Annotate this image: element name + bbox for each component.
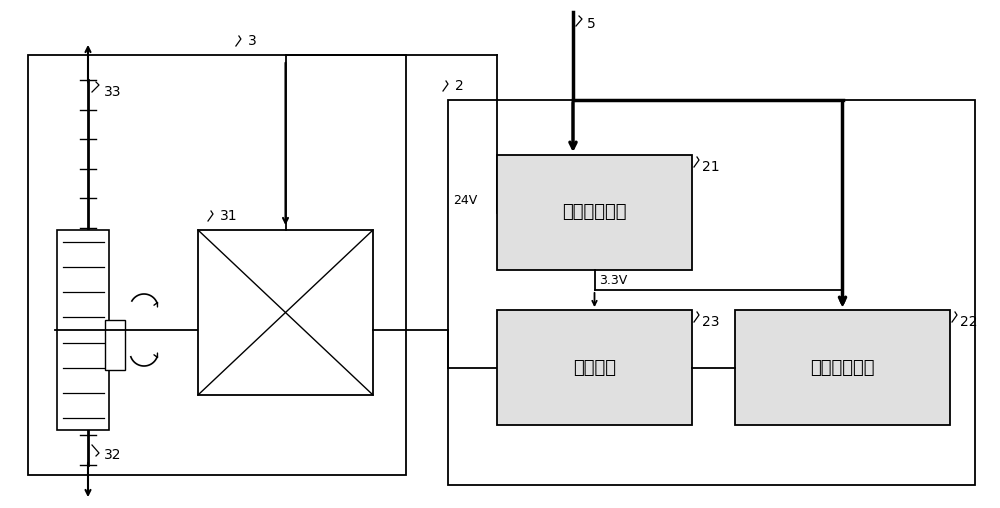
Bar [735,310,950,425]
Text: 3.3V: 3.3V [600,274,628,287]
Text: 31: 31 [220,209,238,223]
Bar [497,310,692,425]
Text: 22: 22 [960,315,978,329]
Text: 5: 5 [587,17,596,31]
Bar [497,155,692,270]
Bar [105,320,125,370]
Bar [57,230,109,430]
Text: 23: 23 [702,315,720,329]
Text: 32: 32 [104,448,122,462]
Text: 33: 33 [104,85,122,99]
Bar [28,55,406,475]
Text: 电源适配模块: 电源适配模块 [562,204,627,221]
Text: 21: 21 [702,160,720,174]
Text: 3: 3 [248,34,257,48]
Text: 2: 2 [455,79,464,93]
Text: 微控制器: 微控制器 [573,359,616,376]
Text: 电压采样模块: 电压采样模块 [810,359,875,376]
Text: 24V: 24V [453,195,477,207]
Bar [198,230,373,395]
Bar [448,100,975,485]
